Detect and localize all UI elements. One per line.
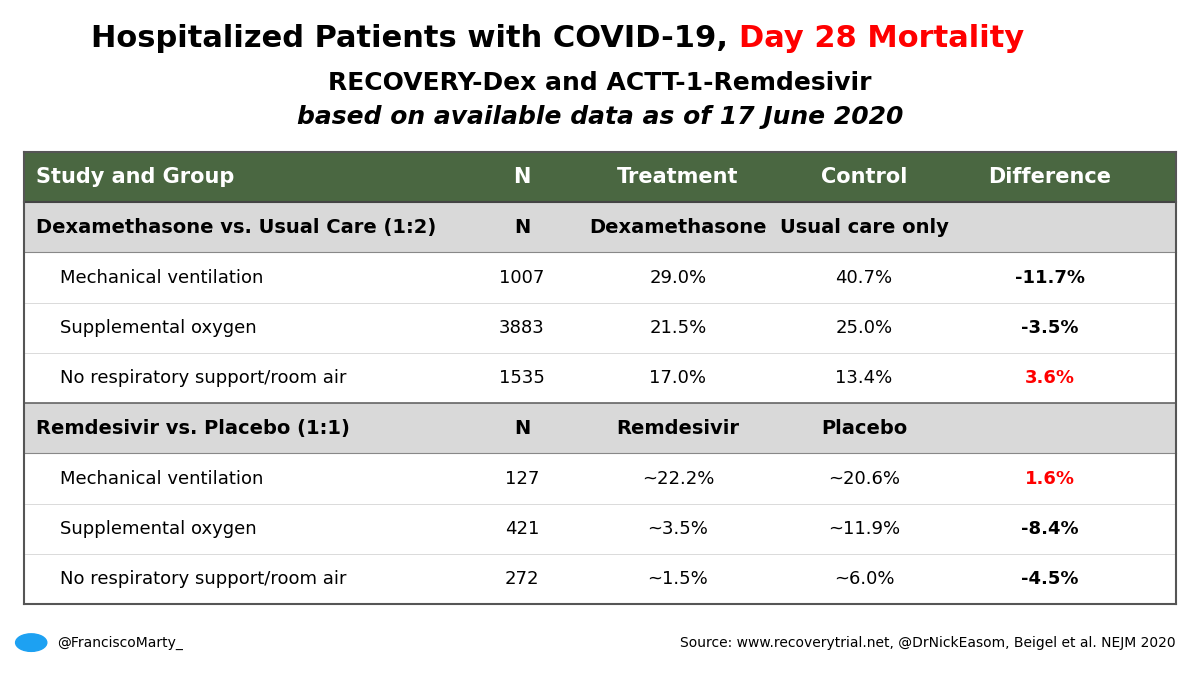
FancyBboxPatch shape: [24, 454, 1176, 504]
Text: Mechanical ventilation: Mechanical ventilation: [60, 269, 263, 286]
Text: ~3.5%: ~3.5%: [648, 520, 708, 538]
Text: Difference: Difference: [989, 167, 1111, 187]
FancyBboxPatch shape: [24, 504, 1176, 554]
Text: Treatment: Treatment: [617, 167, 739, 187]
FancyBboxPatch shape: [24, 403, 1176, 454]
Text: ~6.0%: ~6.0%: [834, 570, 894, 588]
Text: N: N: [514, 167, 530, 187]
Text: ~22.2%: ~22.2%: [642, 470, 714, 487]
Text: @FranciscoMarty_: @FranciscoMarty_: [58, 636, 184, 649]
Text: based on available data as of 17 June 2020: based on available data as of 17 June 20…: [296, 105, 904, 129]
Text: Source: www.recoverytrial.net, @DrNickEasom, Beigel et al. NEJM 2020: Source: www.recoverytrial.net, @DrNickEa…: [680, 636, 1176, 649]
Text: 272: 272: [505, 570, 539, 588]
Text: No respiratory support/room air: No respiratory support/room air: [60, 570, 347, 588]
Text: Placebo: Placebo: [821, 418, 907, 438]
Text: -3.5%: -3.5%: [1021, 319, 1079, 337]
Text: Remdesivir vs. Placebo (1:1): Remdesivir vs. Placebo (1:1): [36, 418, 350, 438]
Text: 29.0%: 29.0%: [649, 269, 707, 286]
Text: Remdesivir: Remdesivir: [617, 418, 739, 438]
Text: ~20.6%: ~20.6%: [828, 470, 900, 487]
Text: 40.7%: 40.7%: [835, 269, 893, 286]
Text: 127: 127: [505, 470, 539, 487]
Text: No respiratory support/room air: No respiratory support/room air: [60, 369, 347, 387]
Text: ~11.9%: ~11.9%: [828, 520, 900, 538]
FancyBboxPatch shape: [24, 353, 1176, 403]
Text: Mechanical ventilation: Mechanical ventilation: [60, 470, 263, 487]
FancyBboxPatch shape: [24, 302, 1176, 353]
Text: Usual care only: Usual care only: [780, 218, 948, 237]
Text: Supplemental oxygen: Supplemental oxygen: [60, 319, 257, 337]
Text: Day 28 Mortality: Day 28 Mortality: [739, 24, 1024, 53]
Text: 1.6%: 1.6%: [1025, 470, 1075, 487]
Text: Study and Group: Study and Group: [36, 167, 234, 187]
Circle shape: [16, 634, 47, 651]
FancyBboxPatch shape: [24, 152, 1176, 202]
Text: Dexamethasone: Dexamethasone: [589, 218, 767, 237]
Text: 25.0%: 25.0%: [835, 319, 893, 337]
Text: N: N: [514, 218, 530, 237]
FancyBboxPatch shape: [24, 202, 1176, 252]
Text: Hospitalized Patients with COVID-19,: Hospitalized Patients with COVID-19,: [91, 24, 739, 53]
Text: Dexamethasone vs. Usual Care (1:2): Dexamethasone vs. Usual Care (1:2): [36, 218, 437, 237]
Text: 21.5%: 21.5%: [649, 319, 707, 337]
Text: N: N: [514, 418, 530, 438]
FancyBboxPatch shape: [24, 252, 1176, 302]
Text: 17.0%: 17.0%: [649, 369, 707, 387]
Text: RECOVERY-Dex and ACTT-1-Remdesivir: RECOVERY-Dex and ACTT-1-Remdesivir: [329, 71, 871, 95]
Text: 421: 421: [505, 520, 539, 538]
Text: Control: Control: [821, 167, 907, 187]
Text: -11.7%: -11.7%: [1015, 269, 1085, 286]
Text: 1535: 1535: [499, 369, 545, 387]
Text: -4.5%: -4.5%: [1021, 570, 1079, 588]
Text: -8.4%: -8.4%: [1021, 520, 1079, 538]
FancyBboxPatch shape: [24, 554, 1176, 604]
Text: 1007: 1007: [499, 269, 545, 286]
Text: Supplemental oxygen: Supplemental oxygen: [60, 520, 257, 538]
Text: 3.6%: 3.6%: [1025, 369, 1075, 387]
Text: 3883: 3883: [499, 319, 545, 337]
Text: ~1.5%: ~1.5%: [648, 570, 708, 588]
Text: 13.4%: 13.4%: [835, 369, 893, 387]
